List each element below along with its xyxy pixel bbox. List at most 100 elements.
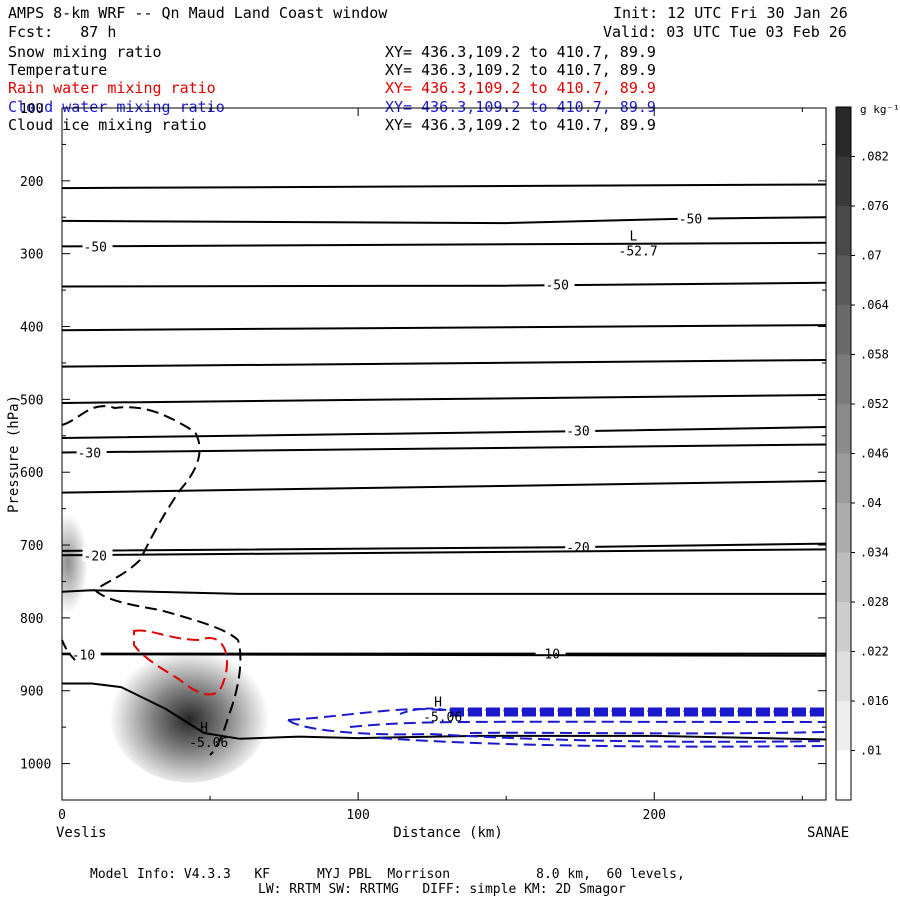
colorbar-unit-label: g kg⁻¹ [860, 103, 900, 116]
field-name: Cloud ice mixing ratio [8, 115, 207, 134]
isotherm-line [62, 589, 826, 595]
cloud-water-contour [379, 737, 827, 748]
colorbar-tick-label: .064 [860, 298, 889, 312]
y-tick-label: 300 [20, 248, 43, 263]
isotherm-line [62, 359, 826, 368]
colorbar-segment [836, 453, 851, 503]
cloud-ice-contour [61, 405, 242, 756]
isotherm-label-bg [82, 238, 113, 253]
snow-shading-core [109, 642, 270, 783]
y-tick-label: 800 [20, 612, 43, 627]
isotherm-label-bg [677, 210, 708, 225]
colorbar-tick-label: .046 [860, 447, 889, 461]
isotherm-label: -20 [84, 549, 107, 564]
colorbar-tick-label: .076 [860, 199, 889, 213]
extreme-value: -52.7 [619, 244, 658, 259]
colorbar-tick-label: .016 [860, 694, 889, 708]
extreme-value: -5.06 [423, 711, 462, 726]
colorbar-tick-label: .07 [860, 249, 882, 263]
field-coords: XY= 436.3,109.2 to 410.7, 89.9 [385, 79, 656, 98]
cloud-water-contour [469, 731, 827, 735]
colorbar-segment [836, 156, 851, 206]
colorbar-segment [836, 503, 851, 553]
isotherm-label-bg [565, 422, 596, 437]
colorbar-tick-label: .01 [860, 744, 882, 758]
colorbar-tick-label: .034 [860, 546, 889, 560]
isotherm-label-bg [70, 646, 101, 661]
y-axis-label: Pressure (hPa) [6, 395, 22, 513]
rain-water-contour [133, 629, 229, 696]
isotherm-label-bg [544, 276, 575, 291]
colorbar-segment [836, 552, 851, 602]
extreme-value: -5.06 [189, 736, 228, 751]
field-coords: XY= 436.3,109.2 to 410.7, 89.9 [385, 43, 656, 61]
cloud-ice-contour-left [61, 639, 76, 661]
colorbar-tick-label: .04 [860, 496, 882, 510]
extreme-marker: H [200, 721, 208, 736]
field-name: Cloud water mixing ratio [8, 97, 225, 116]
isotherm-label: -30 [78, 447, 101, 462]
x-right-endpoint-label: SANAE [807, 825, 849, 841]
isotherm-line [62, 183, 826, 190]
x-tick-label: 0 [58, 808, 66, 823]
colorbar-tick-label: .082 [860, 150, 889, 164]
field-coords: XY= 436.3,109.2 to 410.7, 89.9 [385, 97, 656, 116]
colorbar-tick-label: .022 [860, 645, 889, 659]
y-tick-label: 600 [20, 466, 43, 481]
field-coords: XY= 436.3,109.2 to 410.7, 89.9 [385, 61, 656, 80]
init-time: Init: 12 UTC Fri 30 Jan 26 [613, 4, 848, 22]
x-tick-label: 100 [346, 808, 369, 823]
snow-shading-left [62, 513, 88, 614]
y-tick-label: 1000 [20, 758, 51, 773]
forecast-hour: Fcst: 87 h [8, 23, 117, 41]
isotherm-line [62, 548, 826, 557]
colorbar-segment [836, 404, 851, 454]
cloud-water-contour [349, 720, 827, 728]
y-tick-label: 900 [20, 685, 43, 700]
isotherm-line [62, 682, 826, 741]
colorbar-tick-label: .028 [860, 595, 889, 609]
colorbar-tick-label: .058 [860, 348, 889, 362]
valid-time: Valid: 03 UTC Tue 03 Feb 26 [603, 23, 847, 41]
colorbar-segment [836, 651, 851, 701]
isotherm-label: -50 [84, 240, 107, 255]
y-tick-label: 700 [20, 539, 43, 554]
colorbar-segment [836, 206, 851, 256]
colorbar-segment [836, 107, 851, 157]
isotherm-label: -50 [679, 213, 702, 228]
isotherm-label: -50 [545, 278, 568, 293]
isotherm-line [62, 480, 826, 494]
y-tick-label: 200 [20, 175, 43, 190]
field-name: Rain water mixing ratio [8, 79, 216, 98]
x-axis-label: Distance (km) [393, 825, 503, 841]
isotherm-label: -30 [566, 425, 589, 440]
colorbar-segment [836, 701, 851, 751]
field-name: Snow mixing ratio [8, 43, 162, 61]
isotherm-label: -20 [566, 541, 589, 556]
isotherm-label: -10 [72, 648, 95, 663]
x-left-endpoint-label: Veslis [56, 825, 107, 841]
field-name: Temperature [8, 61, 108, 80]
extreme-marker: H [434, 696, 442, 711]
y-tick-label: 100 [20, 102, 43, 117]
plot-frame [61, 107, 827, 801]
cloud-water-contour-lower [287, 719, 827, 743]
isotherm-line [62, 241, 826, 248]
field-coords: XY= 436.3,109.2 to 410.7, 89.9 [385, 115, 656, 134]
colorbar-tick-label: .052 [860, 397, 889, 411]
cloud-water-contour-outer [287, 708, 827, 721]
model-info-line1: Model Info: V4.3.3 KF MYJ PBL Morrison 8… [90, 867, 685, 882]
y-tick-label: 400 [20, 321, 43, 336]
colorbar-segment [836, 255, 851, 305]
isotherm-label-bg [82, 547, 113, 562]
isotherm-line [62, 394, 826, 404]
isotherm-line [62, 443, 826, 454]
colorbar-segment [836, 602, 851, 652]
cloud-water-contour-small [399, 707, 456, 715]
isotherm-line [62, 324, 826, 332]
isotherm-line [62, 426, 826, 439]
colorbar-segment [836, 354, 851, 404]
isotherm-label-bg [76, 444, 107, 459]
x-tick-label: 200 [643, 808, 666, 823]
